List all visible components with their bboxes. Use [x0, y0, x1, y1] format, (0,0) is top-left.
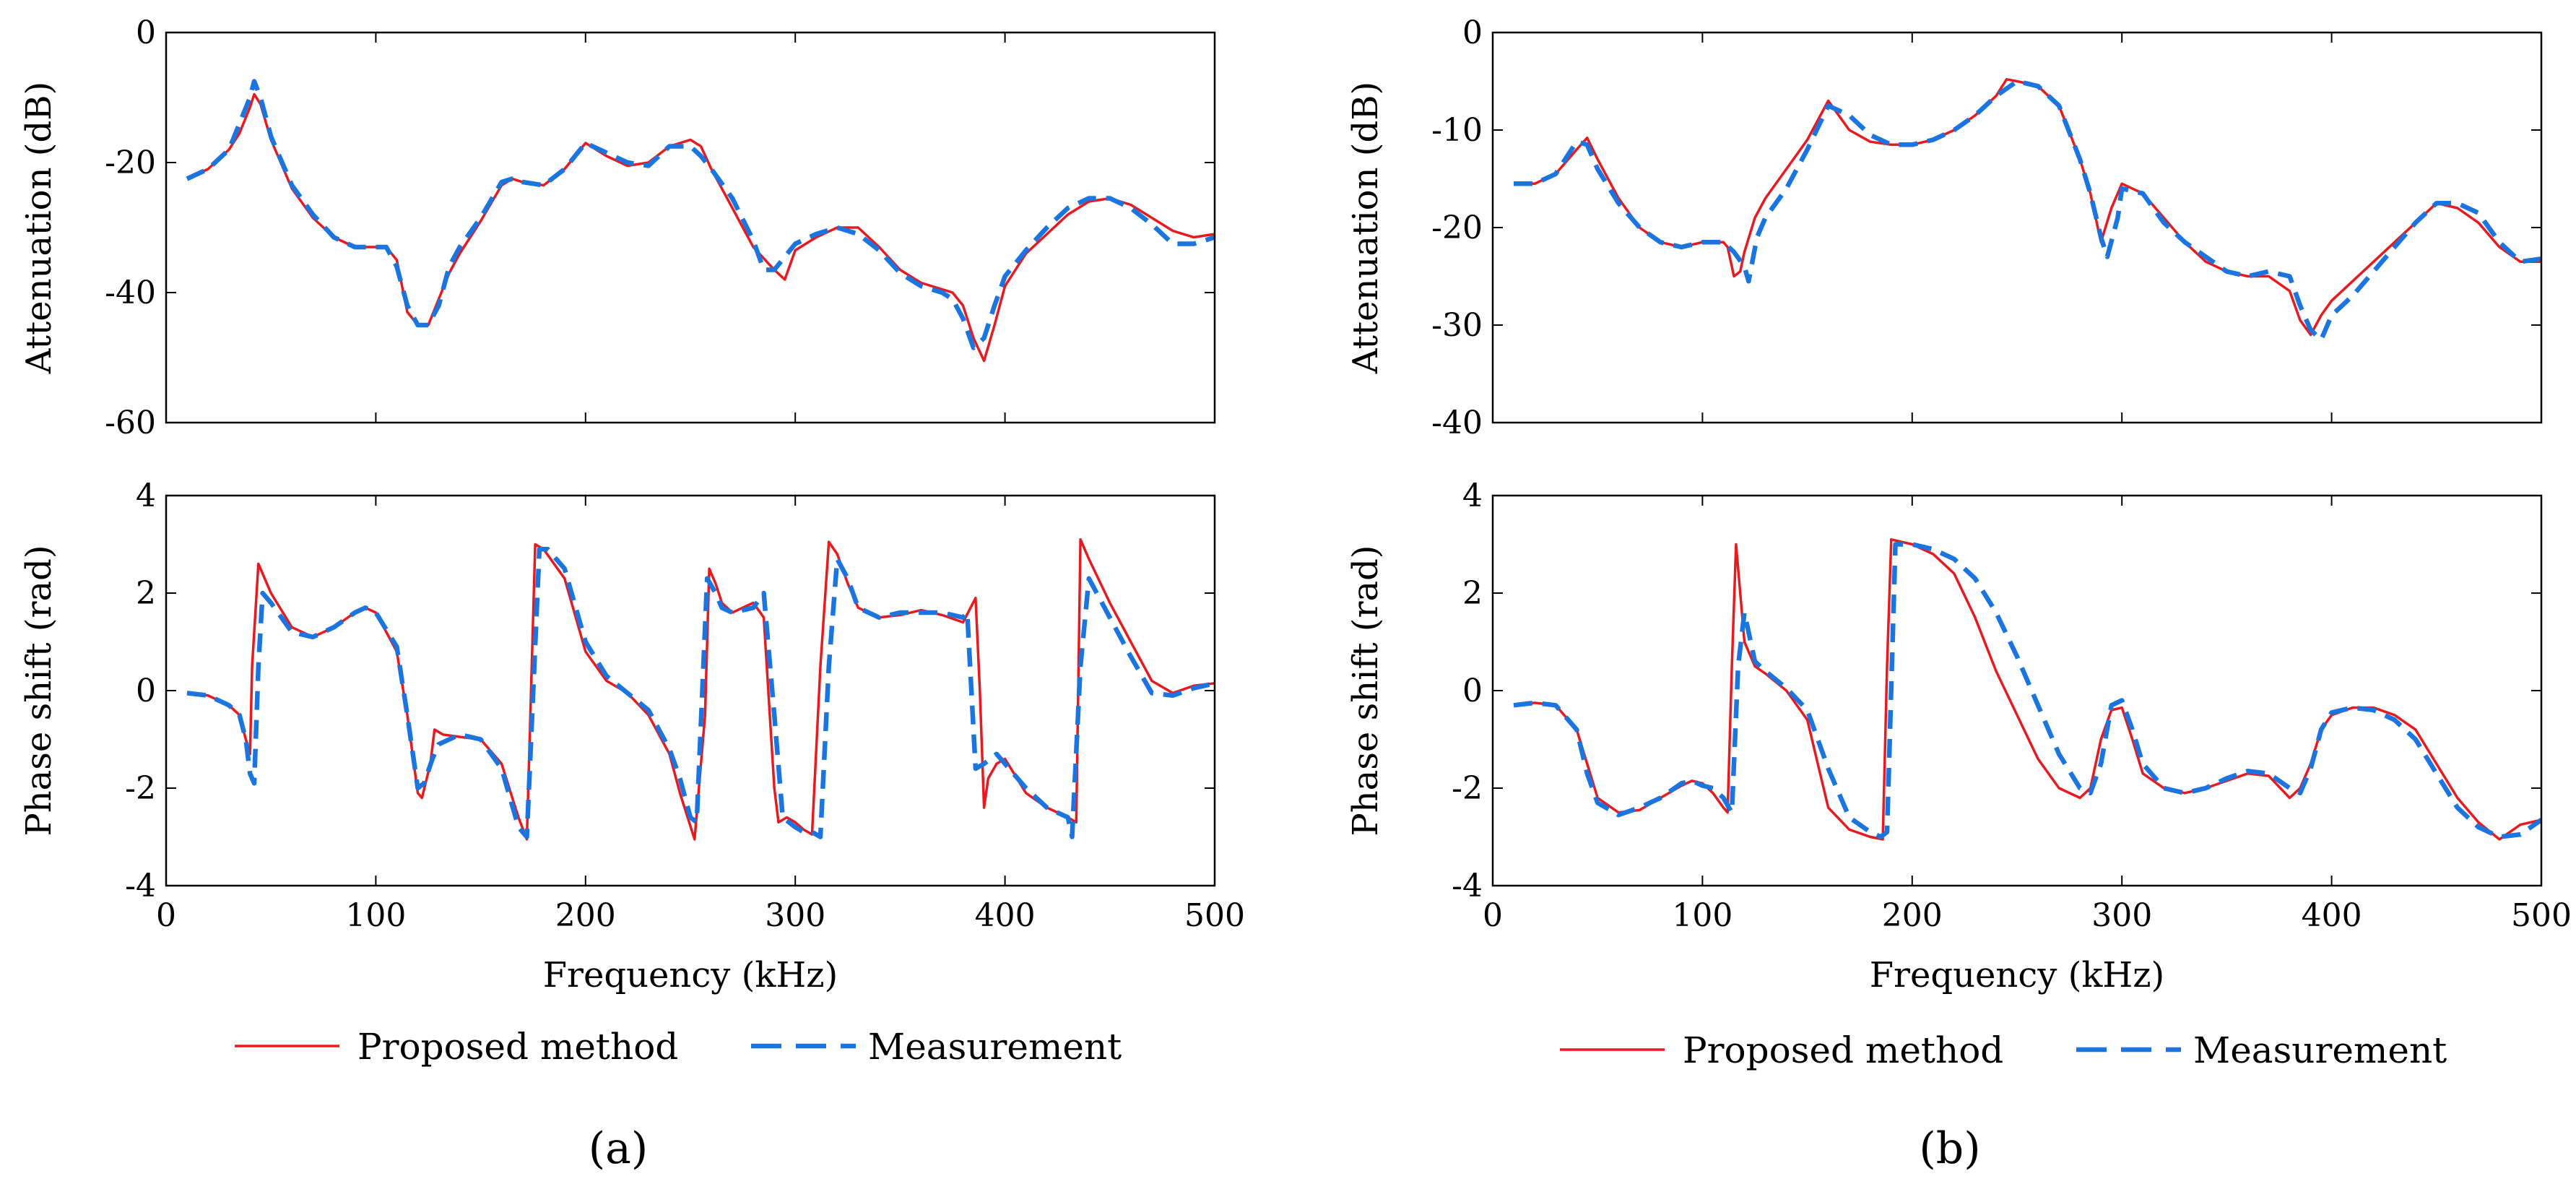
a-top-ylabel: Attenuation (dB)	[19, 82, 59, 374]
b-top-ytick-label: -30	[1431, 307, 1483, 344]
a-top-line-measurement	[186, 79, 1215, 350]
a-top-ytick-label: -40	[105, 275, 156, 311]
a-top-ytick-label: 0	[136, 14, 156, 51]
b-top-line-measurement	[1514, 79, 2541, 342]
legend-b-measurement-label: Measurement	[2193, 1029, 2447, 1071]
b-top-ytick-label: -10	[1431, 112, 1483, 149]
a-bottom-ytick-label: 4	[136, 477, 156, 514]
b-top-ytick-label: -40	[1431, 405, 1483, 441]
b-bottom-ylabel: Phase shift (rad)	[1345, 545, 1386, 836]
a-bottom-ytick-label: -2	[125, 770, 156, 807]
b-bottom-xtick-label: 400	[2302, 897, 2362, 934]
b-bottom-series-group	[1513, 538, 2541, 841]
b-bottom-ytick-label: 2	[1462, 575, 1483, 612]
legend-a: Proposed method Measurement	[235, 1026, 1122, 1068]
b-bottom-xtick-label: 300	[2091, 897, 2152, 934]
b-bottom-xlabel: Frequency (kHz)	[1870, 955, 2165, 995]
chart-a-phase-shift: 0 100 200 300 400 500 -4 -2 0 2 4 Phase shift (rad)…	[19, 477, 1245, 995]
a-bottom-xtick-label: 200	[555, 897, 616, 934]
b-top-plot-frame	[1491, 31, 2543, 424]
b-top-series-group	[1514, 78, 2541, 342]
a-bottom-xtick-label: 300	[765, 897, 825, 934]
a-bottom-xtick-label: 0	[156, 897, 176, 934]
a-bottom-line-measurement	[186, 547, 1215, 839]
a-top-ytick-label: -20	[105, 144, 156, 181]
chart-b-attenuation: -40 -30 -20 -10 0 Attenuation (dB)	[1345, 14, 2543, 441]
a-bottom-ytick-label: 0	[136, 673, 156, 709]
a-bottom-ytick-label: -4	[125, 868, 156, 904]
legend-b-proposed-label: Proposed method	[1683, 1029, 2003, 1071]
b-top-line-proposed	[1514, 78, 2541, 337]
panel-label-b: (b)	[1919, 1123, 1980, 1174]
chart-b-phase-shift: 0 100 200 300 400 500 -4 -2 0 2 4 Phase shift (rad)…	[1345, 477, 2572, 995]
a-bottom-xtick-label: 100	[345, 897, 406, 934]
a-top-line-proposed	[186, 92, 1215, 363]
b-bottom-line-proposed	[1513, 538, 2541, 841]
a-bottom-ytick-label: 2	[136, 575, 156, 612]
b-bottom-line-measurement	[1513, 542, 2541, 839]
a-bottom-xtick-label: 400	[975, 897, 1036, 934]
a-top-plot-frame	[165, 31, 1216, 424]
b-top-ytick-label: 0	[1462, 14, 1483, 51]
b-bottom-xtick-label: 200	[1882, 897, 1943, 934]
a-bottom-xtick-label: 500	[1184, 897, 1245, 934]
legend-a-proposed-label: Proposed method	[357, 1026, 678, 1068]
b-bottom-xtick-label: 500	[2511, 897, 2572, 934]
b-bottom-ytick-label: 4	[1462, 477, 1483, 514]
a-bottom-ylabel: Phase shift (rad)	[19, 545, 59, 836]
b-bottom-ytick-label: -4	[1452, 868, 1483, 904]
b-bottom-xtick-label: 100	[1672, 897, 1732, 934]
b-bottom-ytick-label: -2	[1452, 770, 1483, 807]
legend-b: Proposed method Measurement	[1560, 1029, 2447, 1071]
b-top-ytick-label: -20	[1431, 209, 1483, 246]
a-top-ytick-label: -60	[105, 405, 156, 441]
a-bottom-xlabel: Frequency (kHz)	[543, 955, 838, 995]
b-bottom-xtick-label: 0	[1483, 897, 1503, 934]
b-top-ylabel: Attenuation (dB)	[1345, 82, 1386, 374]
a-bottom-series-group	[186, 538, 1215, 841]
b-bottom-plot-frame	[1491, 494, 2543, 887]
legend-a-measurement-label: Measurement	[868, 1026, 1122, 1068]
chart-a-attenuation: -60 -40 -20 0 Attenuation (dB)	[19, 14, 1216, 441]
panel-label-a: (a)	[589, 1123, 649, 1174]
b-bottom-ytick-label: 0	[1462, 673, 1483, 709]
a-top-series-group	[186, 79, 1215, 363]
